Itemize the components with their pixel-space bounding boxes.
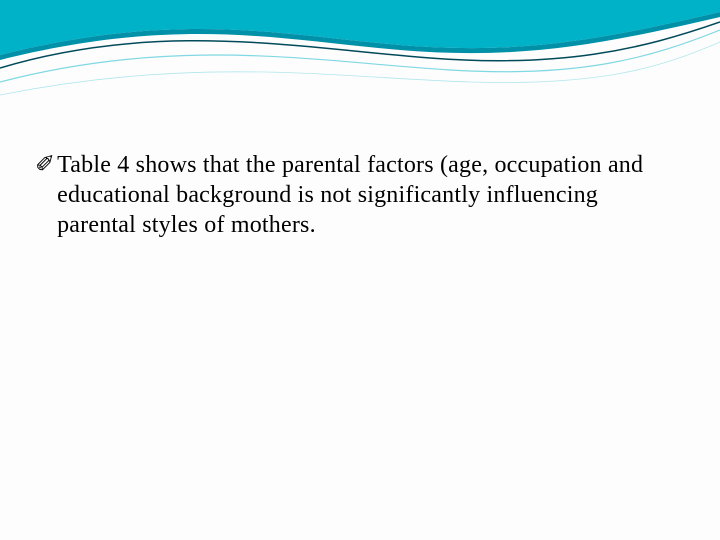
content-area: ✐ Table 4 shows that the parental factor…: [35, 150, 670, 240]
slide-container: ✐ Table 4 shows that the parental factor…: [0, 0, 720, 540]
bullet-item: ✐ Table 4 shows that the parental factor…: [35, 150, 670, 240]
decorative-wave-header: [0, 0, 720, 120]
bullet-glyph-icon: ✐: [35, 150, 55, 180]
body-text: Table 4 shows that the parental factors …: [57, 150, 670, 240]
